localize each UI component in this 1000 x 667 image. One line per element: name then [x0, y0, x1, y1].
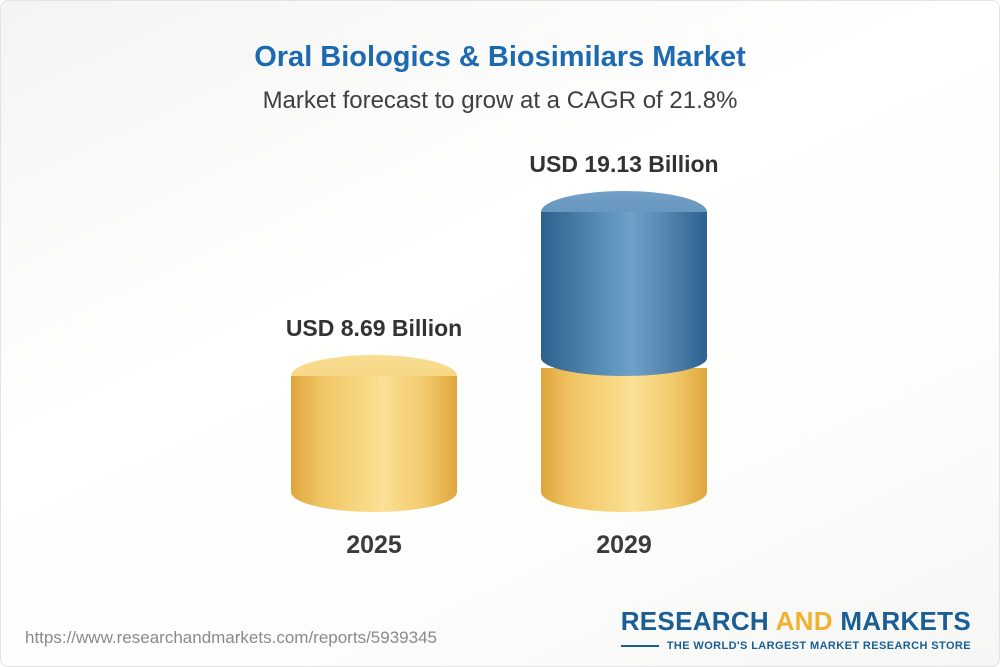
report-url-link[interactable]: https://www.researchandmarkets.com/repor…	[25, 628, 437, 647]
logo-word-research: RESEARCH	[620, 606, 770, 636]
category-label-2025: 2025	[346, 531, 402, 559]
logo-word-and: AND	[775, 606, 833, 636]
logo-tagline: THE WORLD'S LARGEST MARKET RESEARCH STOR…	[666, 640, 971, 652]
page-title: Oral Biologics & Biosimilars Market	[254, 41, 746, 73]
value-label-2029: USD 19.13 Billion	[529, 151, 719, 177]
logo-tagline-row: THE WORLD'S LARGEST MARKET RESEARCH STOR…	[620, 640, 971, 652]
logo-word-markets: MARKETS	[840, 606, 971, 636]
bar-2029-segment-growth	[541, 191, 707, 376]
bar-2025-body	[291, 376, 457, 512]
page-subtitle: Market forecast to grow at a CAGR of 21.…	[262, 87, 738, 114]
bar-2029-yellow-body	[541, 368, 707, 512]
category-label-2029: 2029	[596, 531, 652, 559]
bar-2029-segment-2025	[541, 368, 707, 512]
bar-2029	[541, 191, 707, 512]
logo-wordmark: RESEARCH AND MARKETS	[621, 606, 971, 637]
bar-2025	[291, 355, 457, 512]
research-and-markets-logo: RESEARCH AND MARKETS THE WORLD'S LARGEST…	[620, 606, 971, 652]
value-label-2025: USD 8.69 Billion	[285, 315, 463, 341]
logo-tagline-rule	[620, 645, 659, 647]
bar-2029-blue-body	[541, 212, 707, 376]
